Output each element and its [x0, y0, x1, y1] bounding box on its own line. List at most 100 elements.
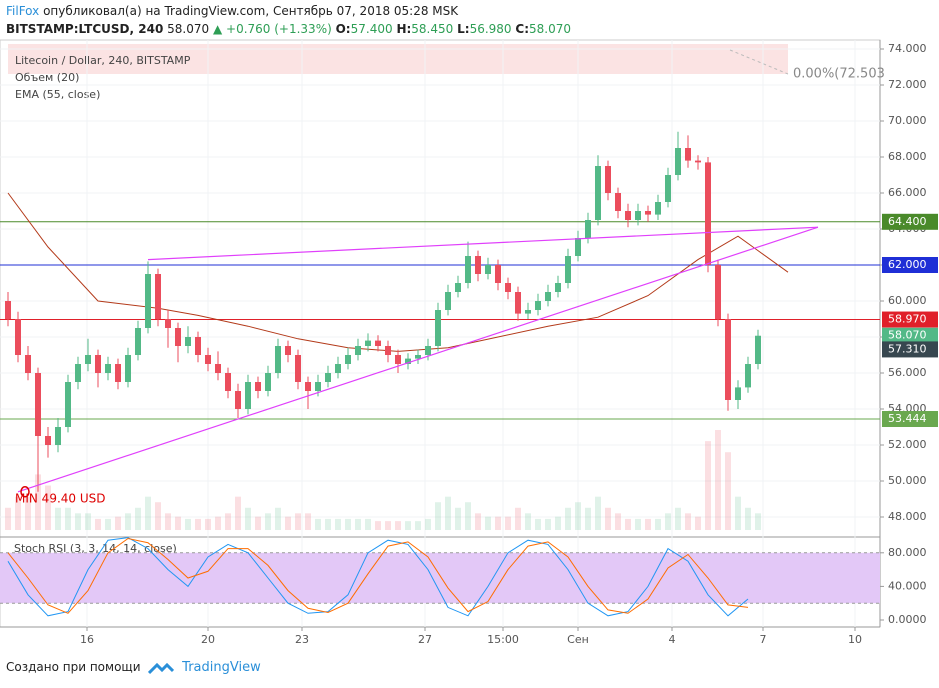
stoch-line	[7, 537, 749, 614]
y-tick-label: 52.000	[888, 438, 927, 451]
candle-body	[675, 148, 681, 175]
volume-bar	[515, 507, 521, 530]
author[interactable]: FilFox	[6, 4, 40, 18]
change: ▲ +0.760 (+1.33%)	[212, 22, 332, 36]
candle-body	[565, 256, 571, 283]
brand[interactable]: TradingView	[182, 660, 261, 675]
x-tick-label: 7	[760, 633, 767, 646]
y-tick-label: 50.000	[888, 474, 927, 487]
volume-bar	[655, 518, 661, 530]
volume-bar	[5, 507, 11, 530]
candle-body	[455, 283, 461, 292]
candle-body	[695, 160, 701, 163]
volume-bar	[195, 518, 201, 530]
volume-bar	[645, 518, 651, 530]
volume-bar	[355, 518, 361, 530]
stoch-band	[0, 552, 880, 604]
price-box	[882, 213, 938, 230]
candle-body	[95, 355, 101, 373]
volume-bar	[175, 516, 181, 530]
volume-bar	[25, 496, 31, 530]
candle-body	[615, 193, 621, 211]
volume-bar	[705, 441, 711, 530]
candle-body	[245, 382, 251, 409]
candle-body	[705, 162, 711, 265]
y-tick-label: 48.000	[888, 510, 927, 523]
candle-body	[175, 328, 181, 346]
candle-body	[185, 337, 191, 346]
price-box-label: 58.070	[888, 329, 927, 342]
candle-body	[295, 355, 301, 382]
candle-body	[475, 256, 481, 274]
volume-bar	[335, 518, 341, 530]
candle-body	[725, 319, 731, 400]
volume-bar	[495, 516, 501, 530]
candle-body	[425, 346, 431, 355]
price-box	[882, 257, 938, 273]
volume-bar	[255, 516, 261, 530]
candle-body	[495, 265, 501, 283]
stoch-title: Stoch RSI (3, 3, 14, 14, close)	[14, 542, 177, 555]
volume-bar	[325, 518, 331, 530]
y-tick-label: 74.000	[888, 42, 927, 55]
high: 58.450	[411, 22, 454, 36]
candle-body	[205, 355, 211, 364]
close: 58.070	[529, 22, 571, 36]
candle-body	[685, 148, 691, 161]
volume-bar	[695, 516, 701, 530]
volume-bar	[575, 502, 581, 530]
candle-body	[575, 238, 581, 256]
price-box-label: 64.400	[888, 215, 927, 228]
candle-body	[75, 364, 81, 382]
candle-body	[375, 340, 381, 346]
legend-entry: EMA (55, close)	[15, 88, 100, 101]
volume-bar	[85, 513, 91, 530]
volume-bar	[385, 521, 391, 530]
volume-bar	[145, 496, 151, 530]
volume-bar	[685, 513, 691, 530]
volume-bar	[215, 516, 221, 530]
candle-body	[125, 355, 131, 382]
x-tick-label: 10	[848, 633, 862, 646]
volume-bar	[445, 496, 451, 530]
y-tick-label: 0.0000	[888, 613, 927, 626]
y-tick-label: 68.000	[888, 150, 927, 163]
y-tick-label: 56.000	[888, 366, 927, 379]
volume-bar	[545, 518, 551, 530]
x-tick-label: 27	[418, 633, 432, 646]
symbol: BITSTAMP:LTCUSD, 240	[6, 22, 164, 36]
footer-text: Создано при помощи	[6, 660, 141, 674]
x-tick-label: 20	[201, 633, 215, 646]
published: опубликовал(а) на TradingView.com, Сентя…	[43, 4, 459, 18]
candle-body	[605, 166, 611, 193]
volume-bar	[105, 518, 111, 530]
candle-body	[15, 319, 21, 355]
volume-bar	[275, 507, 281, 530]
candle-body	[145, 274, 151, 328]
volume-bar	[605, 507, 611, 530]
volume-bar	[715, 430, 721, 530]
candle-body	[655, 202, 661, 215]
candle-body	[385, 346, 391, 355]
min-note: MIN 49.40 USD	[15, 492, 106, 506]
candle-body	[745, 364, 751, 388]
range-note: 0.00%(72.503	[793, 67, 885, 82]
x-tick-label: 16	[80, 633, 94, 646]
volume-bar	[525, 513, 531, 530]
candle-body	[355, 346, 361, 355]
price-box-label: 53.444	[888, 412, 927, 425]
candle-body	[445, 292, 451, 310]
volume-bar	[125, 513, 131, 530]
volume-bar	[305, 513, 311, 530]
volume-bar	[485, 516, 491, 530]
volume-bar	[225, 513, 231, 530]
volume-bar	[405, 521, 411, 530]
volume-bar	[295, 513, 301, 530]
candle-body	[35, 373, 41, 436]
candle-body	[55, 427, 61, 445]
candle-body	[395, 355, 401, 364]
volume-bar	[45, 485, 51, 530]
candle-body	[225, 373, 231, 391]
range-diagonal	[729, 49, 789, 75]
